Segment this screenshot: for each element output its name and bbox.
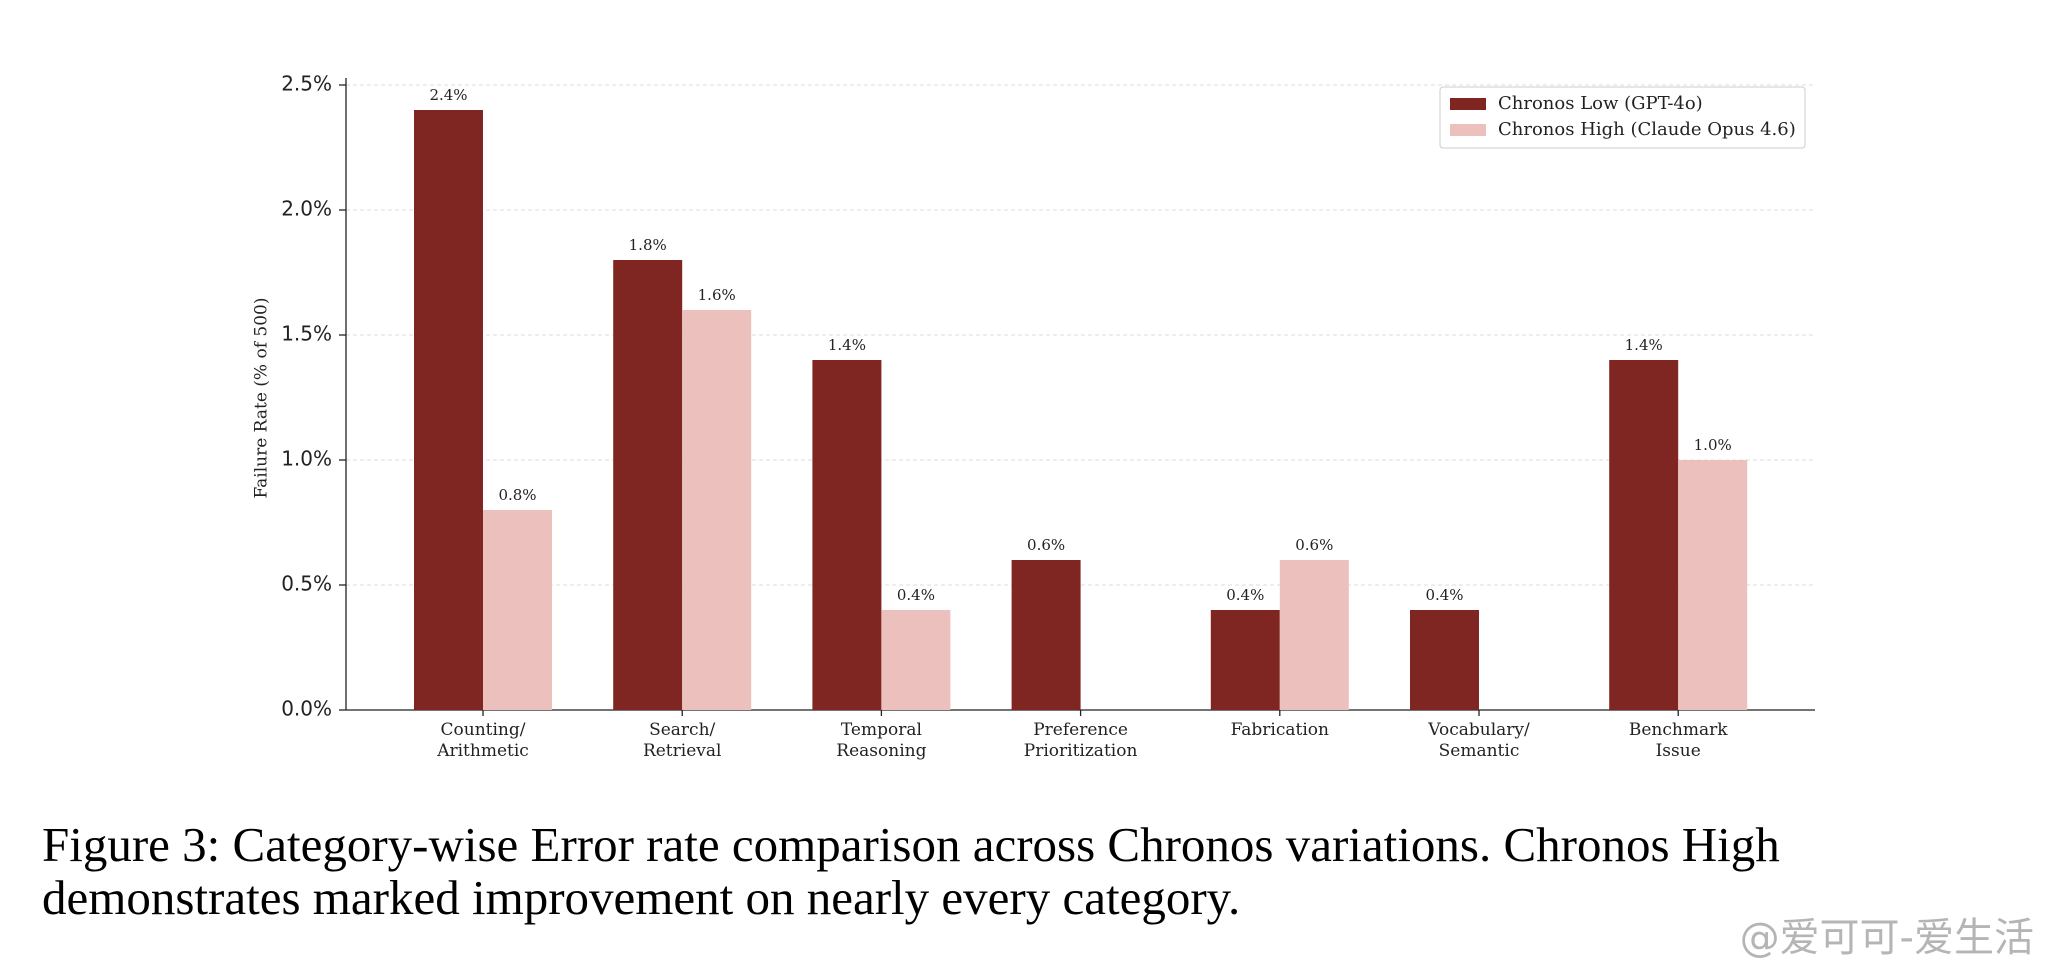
bar: [1011, 560, 1081, 710]
legend-swatch: [1450, 124, 1486, 136]
bar: [881, 610, 951, 710]
y-tick-label: 2.5%: [281, 72, 332, 96]
x-tick-label: Fabrication: [1230, 720, 1329, 740]
watermark: @爱可可-爱生活: [1739, 915, 2034, 961]
y-tick-label: 1.5%: [281, 322, 332, 346]
value-label: 0.8%: [498, 486, 536, 504]
y-tick-label: 0.0%: [281, 697, 332, 721]
bar: [682, 310, 752, 710]
y-axis-label: Failure Rate (% of 500): [252, 297, 272, 498]
legend-label: Chronos Low (GPT-4o): [1498, 93, 1703, 114]
bar: [1410, 610, 1479, 710]
bar: [483, 510, 552, 710]
bar: [613, 260, 683, 710]
value-label: 0.4%: [1425, 586, 1463, 604]
value-label: 0.6%: [1027, 536, 1065, 554]
legend-box: [1439, 86, 1806, 149]
value-label: 1.4%: [828, 336, 866, 354]
x-tick-label: Counting/ Arithmetic: [437, 720, 529, 761]
bar: [414, 110, 483, 710]
bar: [812, 360, 882, 710]
chart: Failure Rate (% of 500) 0.0% 0.5% 1.0% 1.5%…: [252, 72, 1815, 721]
value-label: 1.6%: [698, 286, 736, 304]
x-tick-label: Vocabulary/ Semantic: [1428, 720, 1530, 761]
value-label: 0.4%: [897, 586, 935, 604]
bar: [1609, 360, 1679, 710]
value-label: 0.6%: [1295, 536, 1333, 554]
bar: [1279, 560, 1349, 710]
value-label: 1.0%: [1694, 436, 1732, 454]
value-label: 1.4%: [1625, 336, 1663, 354]
caption: Figure 3: Category-wise Error rate compa…: [42, 817, 1780, 925]
legend-swatch: [1450, 98, 1486, 110]
y-tick-label: 0.5%: [281, 572, 332, 596]
y-tick-label: 1.0%: [281, 447, 332, 471]
x-tick-label: Benchmark Issue: [1628, 720, 1728, 761]
value-label: 1.8%: [629, 236, 667, 254]
bar: [1210, 610, 1280, 710]
x-tick-label: Temporal Reasoning: [836, 720, 927, 761]
value-label: 0.4%: [1226, 586, 1264, 604]
value-label: 2.4%: [429, 86, 467, 104]
x-tick-label: Preference Prioritization: [1023, 720, 1138, 761]
legend-label: Chronos High (Claude Opus 4.6): [1498, 119, 1796, 140]
y-tick-label: 2.0%: [281, 197, 332, 221]
x-tick-label: Search/ Retrieval: [642, 720, 722, 761]
bar: [1678, 460, 1748, 710]
